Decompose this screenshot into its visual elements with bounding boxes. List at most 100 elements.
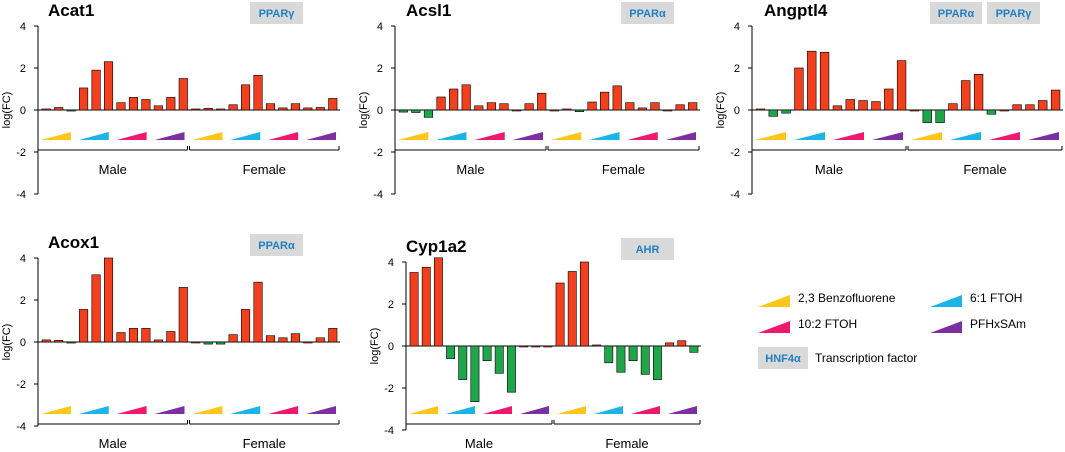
- tf-box: [621, 2, 674, 24]
- treatment-wedge: [551, 132, 582, 140]
- bar: [265, 103, 276, 111]
- treatment-wedge: [557, 406, 586, 414]
- treatment-wedge: [483, 406, 512, 414]
- bar: [54, 107, 64, 111]
- treatment-wedge: [116, 406, 147, 414]
- treatment-wedge: [627, 132, 658, 140]
- bar: [191, 108, 201, 111]
- chart-panel-acat1: Acat1 PPARγ 4 2 0 -2 -4 log(FC) Male Female: [1, 1, 340, 201]
- treatment-wedge: [950, 132, 981, 140]
- bar: [141, 328, 151, 343]
- bar: [103, 257, 114, 343]
- treatment-wedge: [446, 406, 475, 414]
- tf-box: [987, 2, 1040, 24]
- bar: [328, 328, 338, 343]
- bar: [128, 328, 138, 343]
- bar: [178, 287, 188, 343]
- tf-box-label: PPARγ: [996, 8, 1033, 20]
- bar: [482, 345, 492, 361]
- tf-box-label: PPARα: [938, 8, 975, 20]
- chart-title: Acat1: [48, 1, 94, 20]
- y-tick-label: -4: [373, 189, 383, 201]
- y-tick-label: -2: [373, 147, 383, 159]
- y-tick-label: 0: [377, 105, 383, 117]
- treatment-wedge: [230, 406, 261, 414]
- bar: [628, 345, 638, 361]
- bar: [253, 75, 263, 111]
- chart-title: Acox1: [48, 233, 99, 252]
- y-tick-label: 4: [377, 21, 383, 33]
- bar: [290, 333, 300, 343]
- bar: [625, 102, 635, 111]
- bar: [203, 341, 213, 345]
- bar: [506, 345, 516, 393]
- y-tick-label: 2: [20, 295, 26, 307]
- group-label-male: Male: [456, 162, 484, 177]
- bar: [153, 105, 163, 111]
- bar: [531, 345, 541, 348]
- bar: [665, 342, 675, 347]
- bar: [470, 345, 480, 402]
- tf-box: [250, 2, 303, 24]
- treatment-wedge: [989, 132, 1020, 140]
- bar: [216, 108, 226, 111]
- chart-panel-acox1: Acox1 PPARα 4 2 0 -2 -4 log(FC) Male Female: [1, 233, 340, 451]
- bar: [449, 88, 459, 111]
- bar: [265, 335, 276, 343]
- y-axis-label: log(FC): [1, 92, 13, 129]
- y-tick-label: 4: [734, 21, 740, 33]
- bar: [116, 332, 126, 343]
- bar: [54, 340, 64, 343]
- bar: [409, 272, 419, 347]
- legend-tf-box-label: HNF4α: [765, 353, 801, 365]
- y-tick-label: 0: [20, 105, 26, 117]
- treatment-wedge: [192, 132, 223, 140]
- bar: [524, 103, 534, 111]
- treatment-wedge: [268, 406, 299, 414]
- treatment-wedge: [668, 406, 697, 414]
- bar: [303, 341, 313, 344]
- y-axis-label: log(FC): [358, 92, 370, 129]
- bar: [66, 341, 76, 344]
- bar: [315, 107, 325, 111]
- y-tick-label: 4: [20, 21, 26, 33]
- legend-wedge-benzofluorene: [758, 295, 790, 307]
- y-tick-label: -4: [730, 189, 740, 201]
- treatment-wedge: [398, 132, 429, 140]
- bar: [604, 345, 614, 364]
- bar: [91, 69, 101, 111]
- treatment-wedge: [192, 406, 223, 414]
- group-label-male: Male: [465, 436, 493, 451]
- bar: [511, 109, 522, 112]
- bar: [103, 61, 114, 111]
- bar: [278, 337, 288, 343]
- chart-panel-cyp1a2: Cyp1a2 AHR 4 2 0 -2 -4 log(FC) Male Female: [369, 237, 701, 451]
- bar: [652, 345, 662, 380]
- bar: [166, 331, 176, 343]
- bar: [253, 281, 263, 343]
- treatment-wedge: [409, 406, 438, 414]
- bar: [807, 50, 817, 111]
- bar: [461, 84, 471, 111]
- bar: [871, 101, 881, 111]
- treatment-wedge: [520, 406, 549, 414]
- tf-box-label: PPARα: [258, 240, 295, 252]
- bar: [973, 74, 984, 111]
- bar: [537, 92, 547, 111]
- treatment-wedge: [631, 406, 660, 414]
- bar: [328, 98, 338, 111]
- bar: [436, 96, 446, 111]
- bar: [650, 102, 660, 111]
- bar: [781, 109, 791, 114]
- y-axis-label: log(FC): [715, 92, 727, 129]
- bar: [999, 109, 1009, 112]
- treatment-wedge: [78, 406, 109, 414]
- bar: [91, 274, 101, 343]
- tf-box-label: AHR: [636, 244, 660, 256]
- treatment-wedge: [512, 132, 543, 140]
- bar: [755, 108, 766, 111]
- bar: [689, 345, 699, 353]
- group-label-male: Male: [99, 162, 127, 177]
- tf-box: [930, 2, 982, 24]
- y-tick-label: -2: [384, 383, 394, 395]
